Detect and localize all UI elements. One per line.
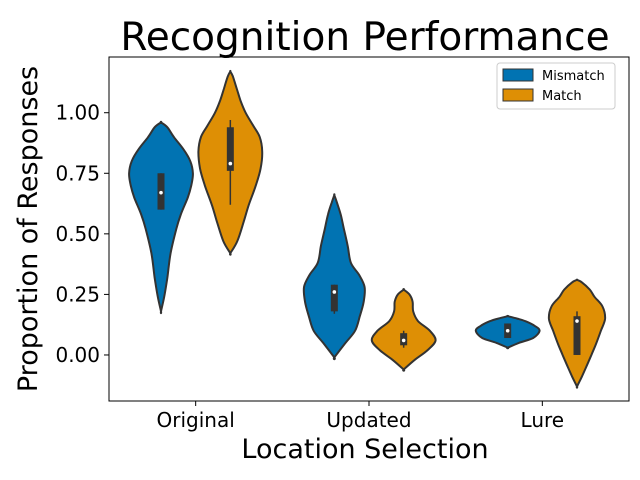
median-dot-match-lure (575, 319, 579, 323)
legend-swatch-mismatch (502, 68, 534, 82)
violin-mismatch-original (128, 120, 194, 315)
x-tick-label: Updated (326, 408, 411, 432)
iqr-box-match-lure (573, 316, 581, 355)
x-axis: Original Updated Lure (157, 401, 565, 432)
iqr-box-match-original (226, 127, 234, 171)
y-tick-label: 0.50 (55, 222, 100, 246)
median-dot-match-updated (401, 338, 406, 343)
x-tick-label: Lure (521, 408, 565, 432)
x-tick-label: Original (157, 408, 235, 432)
legend: Mismatch Match (496, 62, 616, 110)
y-tick-label: 0.00 (55, 343, 100, 367)
violin-layer (128, 69, 607, 389)
y-tick-label: 1.00 (55, 101, 100, 125)
legend-label-match: Match (542, 89, 582, 104)
y-tick-label: 0.25 (55, 282, 100, 306)
x-axis-label: Location Selection (241, 434, 488, 465)
violin-match-updated (370, 288, 437, 372)
chart-title: Recognition Performance (120, 15, 609, 60)
iqr-box-mismatch-updated (330, 284, 338, 312)
median-dot-mismatch-original (159, 190, 163, 195)
legend-swatch-match (502, 88, 534, 102)
y-axis-label: Proportion of Responses (13, 66, 44, 392)
violin-mismatch-updated (302, 193, 366, 361)
y-tick-label: 0.75 (55, 161, 100, 185)
median-dot-match-original (228, 161, 233, 166)
median-dot-mismatch-lure (505, 328, 510, 333)
y-axis: 0.00 0.25 0.50 0.75 1.00 (55, 101, 109, 367)
median-dot-mismatch-updated (332, 290, 337, 294)
legend-label-mismatch: Mismatch (542, 69, 605, 84)
